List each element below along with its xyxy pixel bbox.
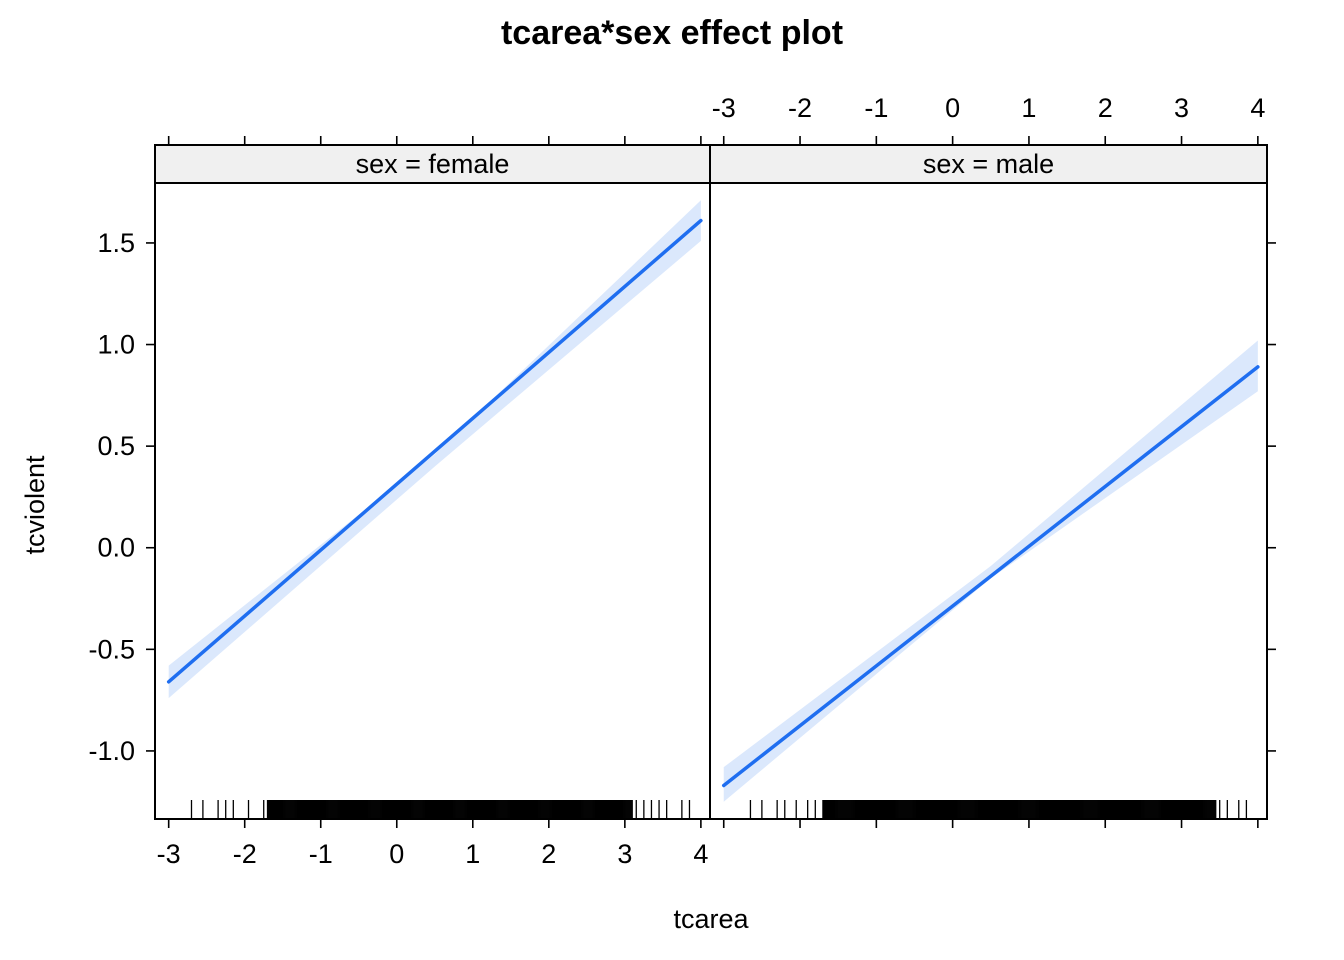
x-tick-label: 4 [693,839,708,869]
strip-background [709,144,1268,184]
strip-label: sex = female [356,149,510,179]
rug-marks [190,800,691,819]
x-tick-label: -1 [864,93,888,123]
fitted-line [721,365,1260,788]
x-tick-label: 1 [1021,93,1036,123]
x-tick-label: 3 [617,839,632,869]
plot-area: sex = female -3 -2 -1 0 1 2 3 4 sex = male -3 -2 -1 0… [88,93,1276,869]
y-tick-label: -1.0 [88,736,135,766]
y-tick-label: 0.0 [97,533,135,563]
y-tick-label: 0.5 [97,431,135,461]
strip-label: sex = male [923,149,1054,179]
y-axis-label: tcviolent [20,455,50,555]
x-tick-label: 1 [465,839,480,869]
strip-background [154,144,711,184]
x-tick-label: -2 [233,839,257,869]
fitted-line [166,218,703,684]
x-tick-label: 4 [1250,93,1265,123]
x-tick-label: 0 [389,839,404,869]
panel-female: sex = female -3 -2 -1 0 1 2 3 4 [154,136,711,869]
x-tick-label: 2 [1098,93,1113,123]
panel-male: sex = male -3 -2 -1 0 1 2 3 4 [709,93,1268,828]
confidence-band [723,340,1258,802]
y-tick-label: -0.5 [88,634,135,664]
y-tick-label: 1.0 [97,330,135,360]
rug-marks [749,800,1248,819]
x-tick-label: -3 [157,839,181,869]
x-tick-label: -2 [788,93,812,123]
x-tick-label: 0 [945,93,960,123]
confidence-band [168,200,701,699]
panel-frame [709,182,1268,820]
x-tick-label: -3 [712,93,736,123]
chart-title: tcarea*sex effect plot [501,14,843,52]
x-tick-label: -1 [309,839,333,869]
x-axis-label: tcarea [673,904,749,934]
x-tick-label: 3 [1174,93,1189,123]
x-tick-label: 2 [541,839,556,869]
y-tick-label: 1.5 [97,228,135,258]
